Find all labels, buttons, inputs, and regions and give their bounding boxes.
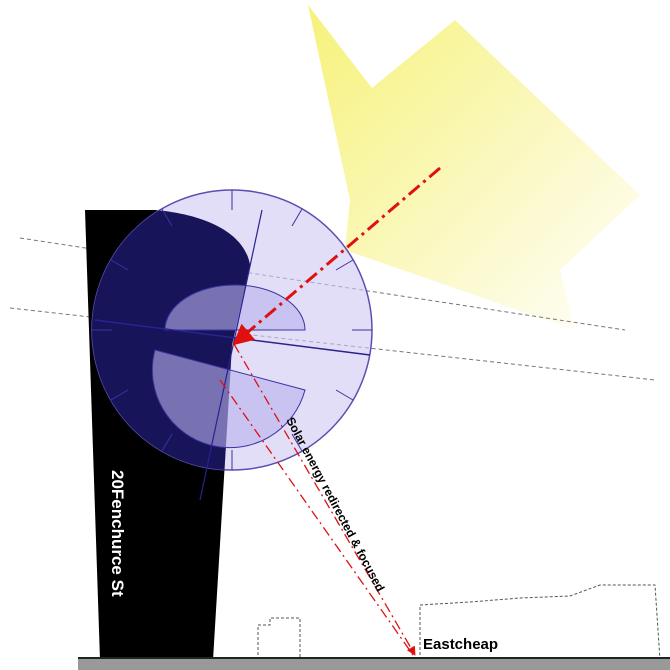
building-label: 20Fenchurce St	[108, 470, 127, 597]
lens	[91, 189, 373, 501]
ground	[78, 658, 670, 670]
street-label: Eastcheap	[423, 636, 498, 653]
incoming-ray	[232, 166, 441, 346]
reflected-ray	[219, 379, 414, 656]
ray-label: Solar energy redirected & focused	[283, 415, 387, 594]
building-outline	[257, 584, 661, 661]
sunlight	[308, 5, 640, 330]
